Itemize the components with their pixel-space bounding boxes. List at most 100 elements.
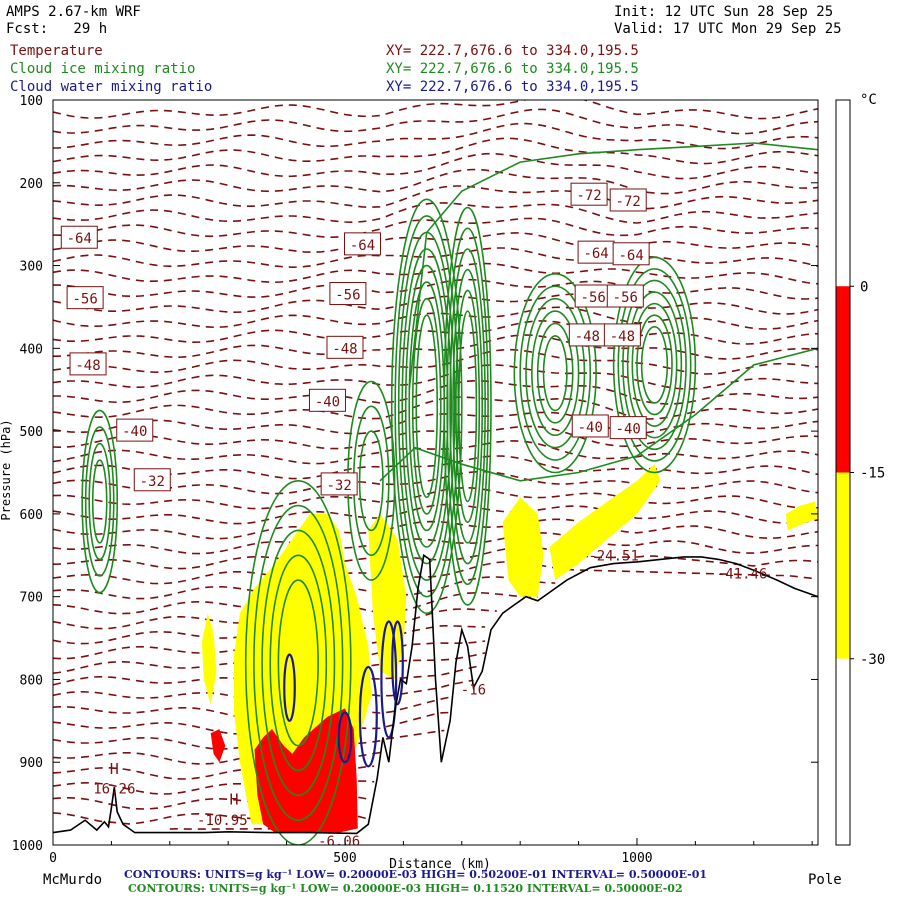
- ice-contour: [415, 314, 439, 499]
- ice-contour-info: CONTOURS: UNITS=g kg⁻¹ LOW= 0.20000E-03 …: [128, 882, 683, 895]
- ice-contour: [88, 442, 112, 561]
- init-time: Init: 12 UTC Sun 28 Sep 25: [614, 4, 834, 20]
- water-contour: [391, 620, 404, 706]
- ice-contour: [525, 297, 586, 449]
- valid-time: Valid: 17 UTC Mon 29 Sep 25: [614, 21, 842, 37]
- temperature-label: -56: [574, 284, 612, 308]
- temperature-label: -64: [60, 225, 98, 249]
- ice-contour: [531, 310, 580, 437]
- temperature-label: -48: [326, 335, 364, 359]
- temperature-contour: [53, 380, 818, 405]
- field-water-name: Cloud water mixing ratio: [10, 79, 213, 95]
- colorbar-band: [836, 286, 850, 473]
- ice-contour: [411, 297, 442, 515]
- y-tick-label: 200: [20, 177, 43, 192]
- temperature-label: -48: [69, 352, 107, 376]
- ice-contour-anvil: [408, 142, 818, 390]
- temperature-label-box: [60, 225, 98, 249]
- temperature-contour: [53, 122, 818, 150]
- y-tick-label: 500: [20, 425, 43, 440]
- color-fill-region: [549, 464, 661, 581]
- temperature-contour: [53, 591, 538, 615]
- water-contour: [380, 620, 398, 739]
- temperature-label: -32: [320, 472, 358, 496]
- ice-contour: [390, 198, 463, 615]
- temperature-contour: [53, 306, 818, 330]
- field-temperature-xy: XY= 222.7,676.6 to 334.0,195.5: [386, 43, 639, 59]
- ice-contour: [519, 285, 592, 461]
- temperature-label-text: -40: [315, 394, 340, 410]
- color-fill-region: [785, 501, 818, 531]
- plot-frame: [52, 99, 819, 846]
- ice-contour: [455, 289, 481, 523]
- temperature-label: -56: [329, 282, 367, 306]
- temperature-label-box: [320, 472, 358, 496]
- ice-contour: [446, 227, 489, 586]
- ice-contour: [626, 291, 683, 439]
- field-water-xy: XY= 222.7,676.6 to 334.0,195.5: [386, 79, 639, 95]
- colorbar-unit: °C: [860, 92, 877, 108]
- ice-contour: [401, 248, 453, 565]
- color-fill-region: [210, 729, 226, 763]
- temperature-label-text: -48: [610, 329, 635, 345]
- temperature-contour: [53, 503, 818, 525]
- high-marker: H: [230, 790, 239, 808]
- temperature-label-box: [570, 182, 608, 206]
- point-value-label: -16: [461, 682, 486, 698]
- water-contour: [358, 665, 378, 768]
- colorbar-band: [836, 472, 850, 659]
- temperature-contour: [53, 455, 818, 480]
- high-marker: H: [110, 760, 119, 778]
- ice-contour: [269, 554, 328, 772]
- ice-contour: [513, 273, 597, 474]
- temperature-label: -40: [609, 416, 647, 440]
- temperature-contour: [53, 278, 818, 300]
- ice-contour: [536, 322, 574, 424]
- temperature-label-text: -40: [578, 420, 603, 436]
- field-ice-name: Cloud ice mixing ratio: [10, 61, 196, 77]
- temperature-label-box: [326, 335, 364, 359]
- temperature-label-text: -40: [616, 422, 641, 438]
- y-axis: 100 200 300 400 500 600 700 800 900 1000: [12, 94, 818, 854]
- temperature-contour: [53, 425, 818, 450]
- temperature-contour: [53, 364, 818, 390]
- temperature-label-text: -48: [332, 341, 357, 357]
- temperature-label-box: [603, 323, 641, 347]
- x-axis: 0 500 1000: [49, 838, 813, 866]
- temperature-label: -64: [344, 232, 382, 256]
- temperature-label: -48: [603, 323, 641, 347]
- temperature-label: -40: [308, 388, 346, 412]
- temperature-contour: [53, 232, 818, 253]
- temperature-label-text: -72: [616, 194, 641, 210]
- ice-contour: [244, 480, 352, 845]
- ice-contour: [612, 256, 697, 474]
- temperature-label-box: [612, 242, 650, 266]
- point-values: 16.26 -10.95 -6.06 -16 -24.51 -41.46 H H: [93, 548, 767, 845]
- color-fill-region: [368, 513, 407, 680]
- right-end-label: Pole: [808, 872, 842, 888]
- temperature-label: -56: [606, 284, 644, 308]
- temperature-contour: [53, 100, 818, 120]
- point-value-label: -10.95: [197, 813, 248, 829]
- temperature-contour: [53, 262, 818, 285]
- y-tick-label: 600: [20, 508, 43, 523]
- ice-contour: [358, 430, 384, 532]
- color-fill-region: [201, 613, 217, 705]
- temperature-contour: [53, 108, 818, 135]
- temperature-label: -48: [568, 323, 606, 347]
- temperature-label-text: -64: [67, 231, 92, 247]
- temperature-color-fill: [201, 464, 818, 833]
- temperature-label-text: -48: [75, 358, 100, 374]
- temperature-contour: [53, 546, 818, 570]
- ice-contour: [622, 279, 687, 451]
- temperature-label: -56: [66, 286, 104, 310]
- field-temperature-name: Temperature: [10, 43, 103, 59]
- temperature-label-box: [606, 284, 644, 308]
- water-contour: [283, 653, 296, 722]
- temperature-label-text: -40: [122, 424, 147, 440]
- terrain-surface: [53, 553, 818, 835]
- model-title: AMPS 2.67-km WRF: [6, 4, 141, 20]
- ice-contour: [253, 504, 344, 821]
- temperature-contour: [53, 137, 818, 165]
